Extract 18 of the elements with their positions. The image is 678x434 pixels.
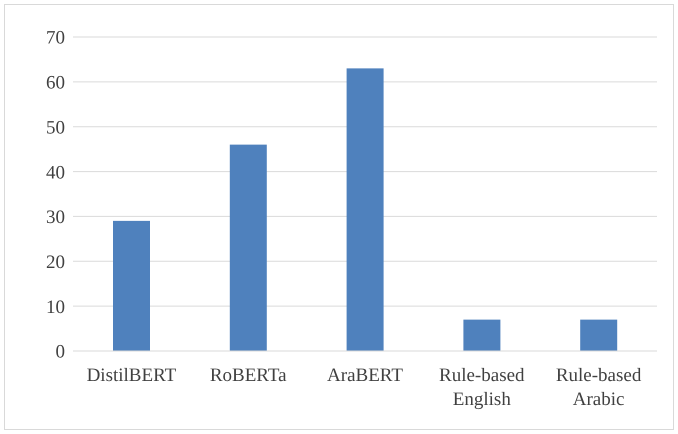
bar: [230, 144, 267, 351]
y-tick-label: 70: [46, 28, 65, 49]
y-tick-label: 10: [46, 296, 65, 318]
y-tick-label: 60: [46, 72, 65, 94]
x-tick-label: AraBERT: [327, 365, 404, 386]
y-tick-label: 20: [46, 252, 65, 274]
y-tick-label: 50: [46, 117, 65, 138]
bar: [346, 68, 384, 351]
bar: [113, 220, 150, 351]
y-tick-label: 0: [56, 342, 65, 363]
y-tick-label: 40: [46, 162, 65, 184]
x-tick-label: Rule-based English: [439, 365, 526, 410]
bar: [463, 320, 500, 351]
x-tick-label: DistilBERT: [86, 365, 177, 386]
x-tick-label: Rule-based Arabic: [556, 365, 642, 410]
x-tick-label: RoBERTa: [210, 365, 288, 386]
y-tick-label: 30: [46, 207, 65, 228]
bar: [580, 320, 618, 351]
